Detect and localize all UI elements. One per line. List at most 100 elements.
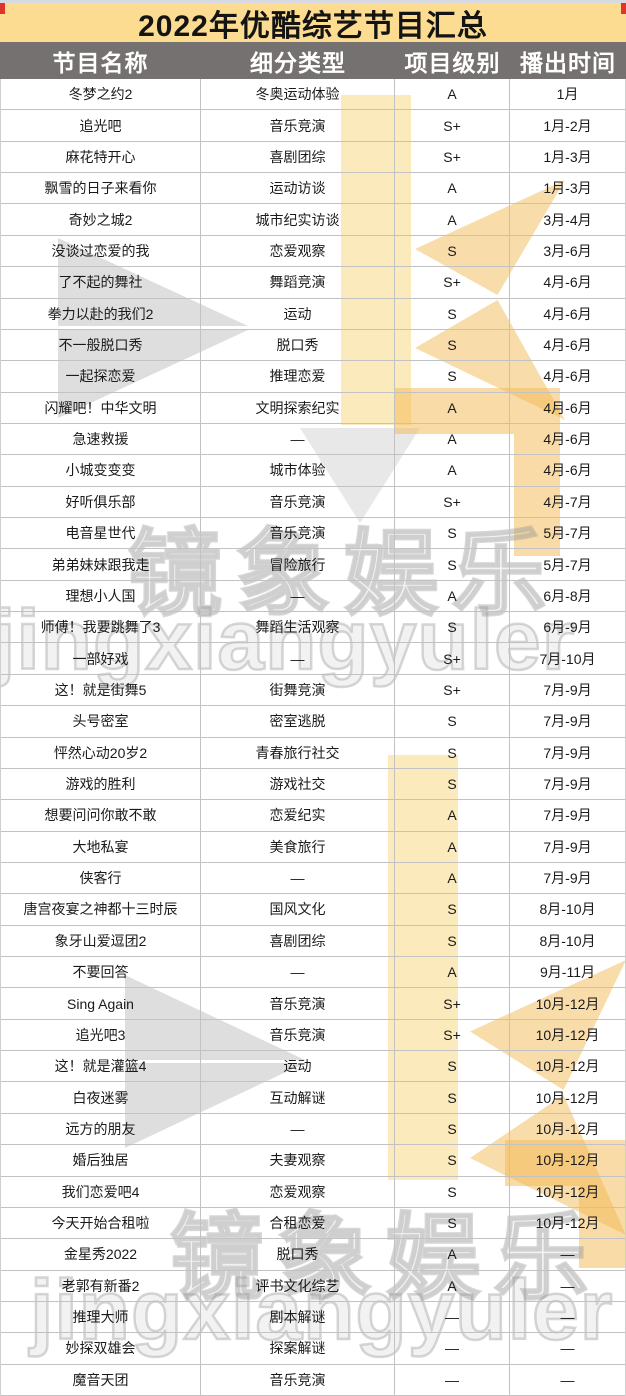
- cell-air-time: —: [560, 1309, 575, 1326]
- cell-air-time: 6月-8月: [543, 587, 592, 604]
- cell-subtype: 游戏社交: [201, 768, 395, 800]
- cell-air-time: 4月-6月: [543, 305, 592, 322]
- table-row: 象牙山爱逗团2 喜剧团综 S 8月-10月: [1, 925, 625, 957]
- cell-air-time: —: [560, 1277, 575, 1294]
- cell-program-name: 理想小人国: [1, 580, 201, 612]
- cell-project-level: S: [395, 361, 510, 392]
- cell-project-level: —: [395, 1333, 510, 1364]
- cell-project-level: A: [395, 831, 510, 862]
- cell-subtype: 恋爱纪实: [201, 800, 395, 831]
- table-row: 唐宫夜宴之神都十三时辰 国风文化 S 8月-10月: [1, 894, 625, 926]
- cell-subtype: 街舞竞演: [201, 674, 395, 706]
- cell-program-name: 追光吧3: [1, 1019, 201, 1051]
- cell-subtype: 音乐竞演: [201, 486, 395, 517]
- cell-program-name: 婚后独居: [1, 1145, 201, 1176]
- cell-subtype: 合租恋爱: [201, 1207, 395, 1239]
- cell-program-name: 象牙山爱逗团2: [1, 925, 201, 956]
- table-row: 追光吧3 音乐竞演 S+ 10月-12月: [1, 1019, 625, 1052]
- title-band: 2022年优酷综艺节目汇总: [0, 3, 626, 43]
- cell-program-name: 不要回答: [1, 957, 201, 988]
- table-row: 怦然心动20岁2 青春旅行社交 S 7月-9月: [1, 737, 625, 769]
- cell-subtype: 运动访谈: [201, 173, 395, 204]
- cell-program-name: 一部好戏: [1, 643, 201, 674]
- cell-project-level: S+: [395, 110, 510, 141]
- cell-subtype: 脱口秀: [201, 1239, 395, 1270]
- cell-program-name: 师傅！我要跳舞了3: [1, 612, 201, 643]
- table-row: 妙探双雄会 探案解谜 — —: [1, 1333, 625, 1365]
- cell-air-time: 7月-9月: [543, 870, 592, 887]
- cell-project-level: S: [395, 894, 510, 925]
- table-row: 了不起的舞社 舞蹈竞演 S+ 4月-6月: [1, 267, 625, 299]
- table-row: 侠客行 — A 7月-9月: [1, 862, 625, 895]
- cell-subtype: 剧本解谜: [201, 1301, 395, 1333]
- column-header-air-time: 播出时间: [520, 49, 616, 76]
- cell-subtype: 密室逃脱: [201, 706, 395, 737]
- table-row: 想要问问你敢不敢 恋爱纪实 A 7月-9月: [1, 800, 625, 832]
- table-row: 不要回答 — A 9月-11月: [1, 957, 625, 989]
- cell-project-level: S: [395, 1051, 510, 1082]
- top-divider-line: [0, 0, 626, 3]
- cell-air-time: 9月-11月: [540, 964, 595, 981]
- cell-project-level: S: [395, 518, 510, 549]
- cell-project-level: —: [395, 1364, 510, 1395]
- cell-program-name: 今天开始合租啦: [1, 1207, 201, 1239]
- table-row: 小城变变变 城市体验 A 4月-6月: [1, 455, 625, 487]
- column-header-subtype: 细分类型: [250, 49, 346, 76]
- table-row: 一部好戏 — S+ 7月-10月: [1, 643, 625, 675]
- cell-subtype: 评书文化综艺: [201, 1270, 395, 1301]
- table-row: 不一般脱口秀 脱口秀 S 4月-6月: [1, 329, 625, 362]
- cell-air-time: 10月-12月: [535, 995, 600, 1012]
- table-row: 飘雪的日子来看你 运动访谈 A 1月-3月: [1, 173, 625, 205]
- cell-project-level: A: [395, 957, 510, 988]
- cell-subtype: 国风文化: [201, 894, 395, 925]
- cell-project-level: S: [395, 737, 510, 768]
- cell-air-time: —: [560, 1340, 575, 1357]
- cell-program-name: 急速救援: [1, 423, 201, 455]
- cell-program-name: 怦然心动20岁2: [1, 737, 201, 768]
- cell-subtype: 夫妻观察: [201, 1145, 395, 1176]
- cell-subtype: 恋爱观察: [201, 235, 395, 267]
- cell-subtype: 冒险旅行: [201, 549, 395, 580]
- cell-program-name: 想要问问你敢不敢: [1, 800, 201, 831]
- cell-project-level: A: [395, 862, 510, 894]
- cell-subtype: 舞蹈竞演: [201, 267, 395, 298]
- table-row: 拳力以赴的我们2 运动 S 4月-6月: [1, 298, 625, 330]
- cell-subtype: —: [201, 580, 395, 612]
- cell-subtype: 文明探索纪实: [201, 392, 395, 423]
- cell-program-name: 电音星世代: [1, 518, 201, 549]
- cell-program-name: 我们恋爱吧4: [1, 1176, 201, 1207]
- table-row: 白夜迷雾 互动解谜 S 10月-12月: [1, 1082, 625, 1114]
- cell-air-time: 4月-6月: [543, 399, 592, 416]
- cell-project-level: S: [395, 925, 510, 956]
- cell-project-level: S+: [395, 643, 510, 674]
- cell-project-level: S: [395, 329, 510, 361]
- cell-subtype: 舞蹈生活观察: [201, 612, 395, 643]
- cell-project-level: S: [395, 1207, 510, 1239]
- column-header-project-level: 项目级别: [404, 49, 501, 76]
- cell-program-name: 奇妙之城2: [1, 204, 201, 235]
- cell-project-level: A: [395, 204, 510, 235]
- cell-project-level: S: [395, 706, 510, 737]
- cell-subtype: 音乐竞演: [201, 1364, 395, 1395]
- cell-program-name: 飘雪的日子来看你: [1, 173, 201, 204]
- cell-subtype: 运动: [201, 1051, 395, 1082]
- cell-project-level: S: [395, 1145, 510, 1176]
- table-row: 闪耀吧！中华文明 文明探索纪实 A 4月-6月: [1, 392, 625, 424]
- cell-project-level: S+: [395, 267, 510, 298]
- table-row: 没谈过恋爱的我 恋爱观察 S 3月-6月: [1, 235, 625, 268]
- cell-air-time: 4月-6月: [543, 274, 592, 291]
- cell-subtype: 喜剧团综: [201, 141, 395, 173]
- cell-air-time: 8月-10月: [539, 932, 596, 949]
- cell-air-time: 7月-9月: [543, 713, 592, 730]
- cell-air-time: 7月-10月: [539, 650, 596, 667]
- cell-subtype: —: [201, 862, 395, 894]
- cell-air-time: 1月-3月: [543, 148, 592, 165]
- cell-air-time: 4月-6月: [543, 431, 592, 448]
- column-header-program-name: 节目名称: [52, 49, 149, 76]
- cell-air-time: 4月-6月: [543, 462, 592, 479]
- cell-air-time: 7月-9月: [543, 807, 592, 824]
- cell-air-time: 10月-12月: [535, 1183, 600, 1200]
- cell-subtype: 音乐竞演: [201, 988, 395, 1019]
- table-row: 老郭有新番2 评书文化综艺 A —: [1, 1270, 625, 1302]
- cell-air-time: 7月-9月: [543, 838, 592, 855]
